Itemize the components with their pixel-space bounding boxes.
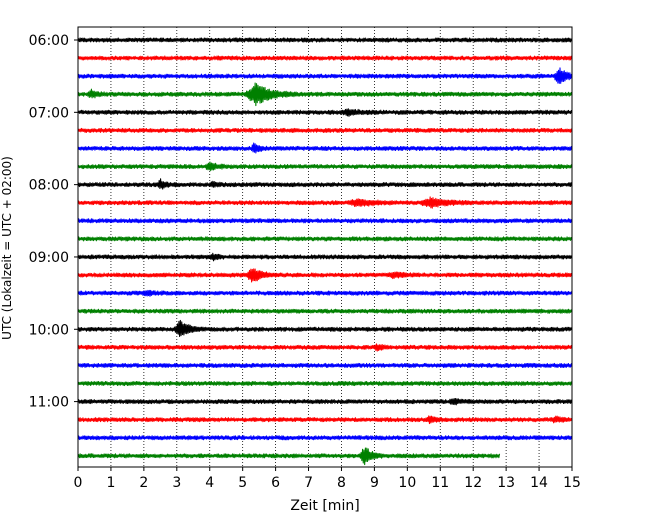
x-gridlines [110, 27, 540, 467]
trace-row-14 [77, 289, 573, 297]
trace-row-15 [77, 308, 573, 314]
trace-row-11 [77, 236, 573, 242]
seismic-traces [77, 37, 573, 466]
x-tick-label: 8 [337, 475, 346, 491]
trace-row-8 [77, 178, 573, 190]
trace-row-22 [77, 435, 573, 441]
x-tick-label: 10 [398, 475, 416, 491]
x-tick-label: 13 [497, 475, 515, 491]
trace-row-5 [77, 127, 573, 133]
x-tick-label: 6 [271, 475, 280, 491]
x-tick-label: 5 [238, 475, 247, 491]
x-axis-label: Zeit [min] [290, 498, 359, 514]
x-tick-label: 9 [370, 475, 379, 491]
trace-row-23 [77, 447, 501, 466]
y-tick-label: 09:00 [29, 250, 69, 266]
trace-row-9 [77, 196, 573, 209]
x-tick-label: 15 [563, 475, 581, 491]
trace-row-10 [77, 218, 573, 224]
trace-row-16 [77, 319, 573, 338]
x-axis-ticks: 0 1 2 3 4 5 6 7 8 9 10 11 12 13 14 15 [74, 467, 581, 491]
x-tick-label: 2 [139, 475, 148, 491]
plot-area-background [78, 27, 572, 467]
trace-row-19 [77, 380, 573, 387]
trace-row-13 [77, 268, 573, 283]
x-tick-label: 1 [106, 475, 115, 491]
y-tick-label: 07:00 [29, 105, 69, 121]
trace-row-18 [77, 362, 573, 368]
y-axis-ticks: 06:00 07:00 08:00 09:00 10:00 11:00 [29, 33, 78, 411]
trace-row-12 [77, 252, 573, 262]
y-tick-label: 06:00 [29, 33, 69, 49]
trace-row-4 [77, 108, 573, 117]
trace-row-0 [77, 37, 573, 43]
trace-row-1 [77, 55, 573, 61]
x-tick-label: 7 [304, 475, 313, 491]
x-tick-label: 12 [464, 475, 482, 491]
x-tick-label: 14 [530, 475, 548, 491]
trace-row-6 [77, 142, 573, 154]
y-axis-label: UTC (Lokalzeit = UTC + 02:00) [0, 156, 14, 340]
y-tick-label: 08:00 [29, 178, 69, 194]
trace-row-20 [77, 397, 573, 406]
plot-frame [77, 26, 573, 468]
trace-row-2 [77, 67, 573, 84]
trace-row-21 [77, 415, 573, 425]
y-tick-label: 10:00 [29, 322, 69, 338]
trace-row-7 [77, 161, 573, 172]
trace-row-3 [77, 82, 573, 107]
x-tick-label: 4 [205, 475, 214, 491]
y-tick-label: 11:00 [29, 395, 69, 411]
x-tick-label: 3 [172, 475, 181, 491]
x-tick-label: 11 [431, 475, 449, 491]
x-tick-label: 0 [74, 475, 83, 491]
trace-row-17 [77, 343, 573, 352]
